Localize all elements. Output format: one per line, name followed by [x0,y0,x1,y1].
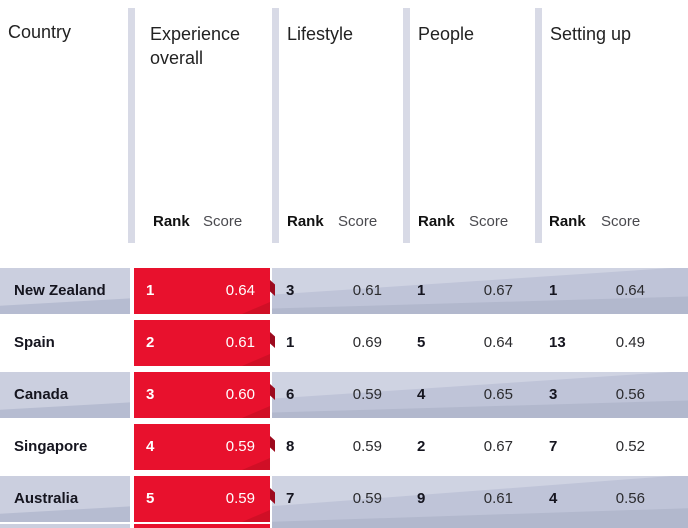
rank-label: Rank [287,213,324,230]
people-score: 0.65 [483,386,513,403]
rank-label: Rank [549,213,586,230]
section-experience-overall: Experience overall Rank Score [128,0,272,245]
column-divider-bar [403,8,410,243]
lifestyle-score: 0.59 [352,490,382,507]
people-score: 0.67 [483,282,513,299]
people-rank: 9 [417,490,426,507]
people-rank: 1 [417,282,426,299]
people-rank: 5 [417,334,426,351]
experience-score: 0.59 [225,438,255,455]
lifestyle-rank: 3 [286,282,295,299]
experience-rank: 1 [146,282,155,299]
setting-up-rank: 3 [549,386,558,403]
experience-rank: 5 [146,490,155,507]
rank-label: Rank [153,213,190,230]
section-setting-up: Setting up Rank Score [535,0,688,245]
country-column-header: Country [8,22,72,42]
lifestyle-score: 0.59 [352,386,382,403]
experience-overall-highlight-block: 2 0.61 [134,320,270,366]
cutoff-row-country-sliver [0,524,130,528]
rank-label: Rank [418,213,455,230]
section-lifestyle: Lifestyle Rank Score [272,0,403,245]
score-label: Score [338,213,378,230]
table-row: New Zealand 1 0.64 3 0.61 1 0.67 1 0.64 [0,268,688,314]
country-cell [0,476,130,522]
column-divider-bar [272,8,279,243]
lifestyle-rank: 1 [286,334,295,351]
experience-rank: 2 [146,334,155,351]
country-name: New Zealand [14,282,106,299]
section-people: People Rank Score [403,0,535,245]
experience-overall-highlight-block: 5 0.59 [134,476,270,522]
people-score: 0.64 [483,334,513,351]
experience-score: 0.59 [225,490,255,507]
experience-overall-highlight-block: 3 0.60 [134,372,270,418]
people-rank: 2 [417,438,426,455]
country-name: Spain [14,334,55,351]
setting-up-score: 0.56 [615,386,645,403]
column-divider-bar [128,8,135,243]
experience-rank: 3 [146,386,155,403]
score-label: Score [601,213,641,230]
table-row: Australia 5 0.59 7 0.59 9 0.61 4 0.56 [0,476,688,528]
row-shade-band [272,268,688,314]
sub-header: Rank Score [403,213,535,233]
setting-up-score: 0.49 [615,334,645,351]
lifestyle-score: 0.61 [352,282,382,299]
lifestyle-rank: 7 [286,490,295,507]
sub-header: Rank Score [128,213,272,233]
setting-up-rank: 7 [549,438,558,455]
setting-up-rank: 1 [549,282,558,299]
country-name: Australia [14,490,79,507]
setting-up-score: 0.64 [615,282,645,299]
setting-up-rank: 4 [549,490,558,507]
experience-score: 0.64 [225,282,255,299]
section-title: Experience overall [150,24,241,68]
score-label: Score [469,213,509,230]
country-cell [0,372,130,418]
people-score: 0.61 [483,490,513,507]
section-title: Lifestyle [287,24,354,44]
lifestyle-rank: 6 [286,386,295,403]
sub-header: Rank Score [535,213,688,233]
setting-up-score: 0.56 [615,490,645,507]
lifestyle-score: 0.69 [352,334,382,351]
lifestyle-rank: 8 [286,438,295,455]
table-row: Canada 3 0.60 6 0.59 4 0.65 3 0.56 [0,372,688,418]
setting-up-rank: 13 [549,334,566,351]
sub-header: Rank Score [272,213,403,233]
experience-score: 0.60 [225,386,255,403]
experience-rank: 4 [146,438,155,455]
people-rank: 4 [417,386,426,403]
score-label: Score [203,213,243,230]
experience-overall-highlight-block: 1 0.64 [134,268,270,314]
setting-up-score: 0.52 [615,438,645,455]
cutoff-row-highlight-sliver [134,524,270,528]
row-shade-band [272,372,688,418]
section-title: Setting up [550,24,632,44]
row-shade-band [272,476,688,528]
country-name: Canada [14,386,69,403]
lifestyle-score: 0.59 [352,438,382,455]
table-row: Spain 2 0.61 1 0.69 5 0.64 13 0.49 [0,320,688,366]
country-name: Singapore [14,438,88,455]
country-cell [0,268,130,314]
table-row: Singapore 4 0.59 8 0.59 2 0.67 7 0.52 [0,424,688,470]
people-score: 0.67 [483,438,513,455]
section-title: People [418,24,475,44]
column-divider-bar [535,8,542,243]
experience-overall-highlight-block: 4 0.59 [134,424,270,470]
experience-score: 0.61 [225,334,255,351]
